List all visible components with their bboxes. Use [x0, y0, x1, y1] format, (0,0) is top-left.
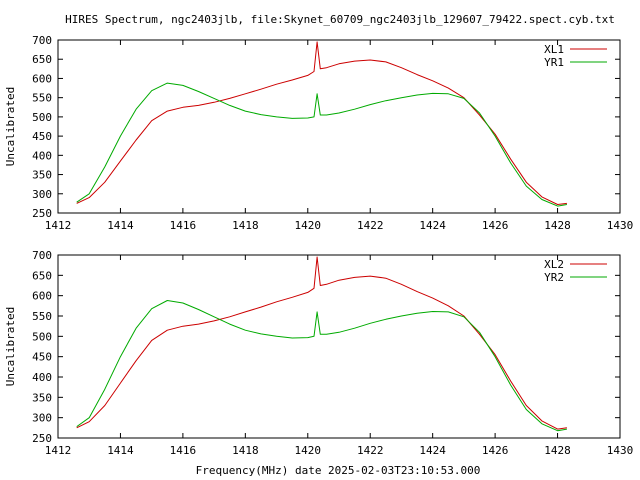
series-line-xl1 — [76, 41, 567, 205]
y-tick-label: 650 — [32, 269, 52, 282]
x-tick-label: 1416 — [170, 444, 197, 457]
series-line-yr1 — [76, 82, 567, 207]
legend-label: XL1 — [544, 43, 564, 56]
x-tick-label: 1422 — [357, 444, 384, 457]
plot-frame — [57, 254, 621, 439]
y-tick-label: 550 — [32, 92, 52, 105]
y-tick-label: 500 — [32, 330, 52, 343]
y-tick-label: 700 — [32, 249, 52, 262]
figure-title: HIRES Spectrum, ngc2403jlb, file:Skynet_… — [65, 13, 615, 26]
y-tick-label: 300 — [32, 188, 52, 201]
plot-frame — [57, 39, 621, 214]
series-line-yr2 — [76, 300, 567, 432]
y-tick-label: 250 — [32, 432, 52, 445]
x-tick-label: 1430 — [607, 444, 634, 457]
x-tick-label: 1412 — [45, 219, 72, 232]
y-tick-label: 250 — [32, 207, 52, 220]
legend-label: YR2 — [544, 271, 564, 284]
y-tick-label: 650 — [32, 53, 52, 66]
y-tick-label: 600 — [32, 290, 52, 303]
x-tick-label: 1422 — [357, 219, 384, 232]
x-tick-label: 1420 — [295, 219, 322, 232]
x-tick-label: 1428 — [544, 219, 571, 232]
y-tick-label: 450 — [32, 351, 52, 364]
plot-panel-bottom: 1412 1414 1416 1418 1420 1422 1424 1426 1428 1430… — [4, 249, 633, 457]
y-tick-label: 600 — [32, 72, 52, 85]
x-tick-label: 1426 — [482, 219, 509, 232]
x-tick-label: 1424 — [419, 219, 446, 232]
y-tick-label: 450 — [32, 130, 52, 143]
series-line-xl2 — [76, 256, 567, 430]
y-tick-label: 300 — [32, 412, 52, 425]
x-axis-title: Frequency(MHz) date 2025-02-03T23:10:53.… — [196, 464, 481, 477]
y-tick-label: 400 — [32, 371, 52, 384]
x-tick-label: 1426 — [482, 444, 509, 457]
y-tick-label: 700 — [32, 34, 52, 47]
x-tick-label: 1416 — [170, 219, 197, 232]
plot-panel-top: 1412 1414 1416 1418 1420 1422 1424 1426 1428 1430… — [4, 34, 633, 232]
y-tick-label: 350 — [32, 169, 52, 182]
x-tick-label: 1418 — [232, 219, 259, 232]
y-axis-title: Uncalibrated — [4, 307, 17, 386]
x-tick-label: 1414 — [107, 444, 134, 457]
legend-label: YR1 — [544, 56, 564, 69]
y-tick-label: 550 — [32, 310, 52, 323]
x-tick-label: 1418 — [232, 444, 259, 457]
x-tick-label: 1420 — [295, 444, 322, 457]
x-tick-label: 1430 — [607, 219, 634, 232]
x-tick-label: 1428 — [544, 444, 571, 457]
y-tick-label: 500 — [32, 111, 52, 124]
x-tick-label: 1414 — [107, 219, 134, 232]
y-tick-label: 350 — [32, 391, 52, 404]
y-tick-label: 400 — [32, 149, 52, 162]
y-axis-title: Uncalibrated — [4, 87, 17, 166]
x-tick-label: 1424 — [419, 444, 446, 457]
x-tick-label: 1412 — [45, 444, 72, 457]
legend-label: XL2 — [544, 258, 564, 271]
